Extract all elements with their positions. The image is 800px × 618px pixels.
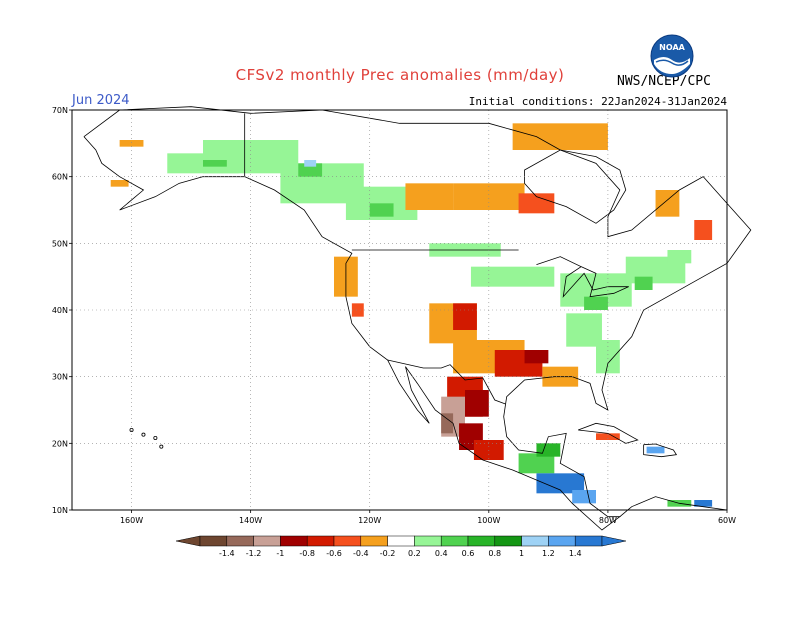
color-legend: -1.4 -1.2 -1 -0.8 -0.6 -0.4 -0.2 0.2 0.4 0.6 0.8 1 1…	[175, 535, 627, 558]
legend-swatch	[306, 535, 335, 547]
map-title: CFSv2 monthly Prec anomalies (mm/day)	[235, 66, 565, 84]
hawaii-island	[141, 432, 146, 437]
lon-tick-label: 60W	[718, 516, 736, 525]
lat-tick-label: 50N	[52, 239, 68, 248]
lat-tick-label: 70N	[52, 106, 68, 115]
noaa-logo-text: NOAA	[659, 43, 685, 52]
anomaly-cell	[694, 220, 713, 240]
anomaly-cell	[536, 443, 561, 457]
anomaly-shading	[110, 123, 713, 507]
legend-label: 0.2	[408, 549, 421, 558]
legend-label: -1.4	[219, 549, 235, 558]
legend-swatch	[226, 535, 254, 547]
legend-swatch	[574, 535, 603, 547]
legend-swatch	[494, 535, 522, 547]
anomaly-cell	[518, 193, 555, 214]
lat-lon-gridlines	[72, 110, 727, 510]
lat-tick-label: 40N	[52, 306, 68, 315]
anomaly-cell	[441, 413, 454, 434]
legend-arrow-left	[175, 535, 201, 547]
anomaly-cell	[369, 203, 394, 217]
lat-tick-label: 60N	[52, 173, 68, 182]
lon-tick-label: 160W	[120, 516, 143, 525]
legend-swatch	[521, 535, 549, 547]
anomaly-cell	[351, 303, 364, 317]
coastlines	[83, 106, 752, 531]
legend-label: -0.8	[299, 549, 315, 558]
anomaly-cell	[470, 266, 555, 287]
lon-tick-label: 100W	[477, 516, 500, 525]
legend-label: -1	[276, 549, 284, 558]
hawaii-island	[153, 435, 158, 440]
lat-tick-label: 20N	[52, 439, 68, 448]
agency-label: NWS/NCEP/CPC	[617, 74, 711, 89]
legend-arrow-right	[601, 535, 627, 547]
anomaly-cell	[453, 303, 477, 330]
legend-label: -0.2	[380, 549, 396, 558]
noaa-logo-icon: NOAA	[650, 34, 694, 78]
lon-tick-label: 140W	[239, 516, 262, 525]
north-america-coastline	[83, 106, 752, 531]
anomaly-cell	[667, 250, 692, 264]
latitude-labels: 70N 60N 50N 40N 30N 20N 10N	[52, 106, 72, 515]
hawaii-island	[159, 444, 164, 449]
legend-label: -1.2	[246, 549, 262, 558]
us-mexico-border	[387, 359, 506, 405]
legend-label: -0.4	[353, 549, 369, 558]
forecast-month: Jun 2024	[72, 93, 130, 108]
anomaly-cell	[304, 160, 317, 167]
great-lakes-coastline	[536, 256, 629, 298]
anomaly-cell	[584, 296, 608, 310]
legend-swatch	[253, 535, 281, 547]
anomaly-cell	[465, 390, 489, 417]
legend-swatch	[199, 535, 228, 547]
legend-label: 1	[519, 549, 524, 558]
legend-swatch	[333, 535, 362, 547]
anomaly-cell	[596, 433, 620, 440]
legend-swatch	[414, 535, 442, 547]
legend-label: 1.4	[569, 549, 582, 558]
anomaly-cell	[203, 160, 227, 167]
anomaly-cell	[646, 446, 665, 454]
legend-swatch	[467, 535, 496, 547]
legend-swatch	[280, 535, 308, 547]
legend-label: 0.6	[462, 549, 475, 558]
lat-tick-label: 10N	[52, 506, 68, 515]
lon-tick-label: 120W	[358, 516, 381, 525]
anomaly-cell	[536, 473, 585, 494]
anomaly-cell	[518, 453, 555, 474]
legend-label: 1.2	[542, 549, 555, 558]
hispaniola-coastline	[643, 443, 678, 458]
legend-swatch	[548, 535, 576, 547]
lon-tick-label: 80W	[599, 516, 617, 525]
map-frame	[71, 109, 728, 511]
anomaly-cell	[694, 500, 713, 507]
legend-label: -0.6	[326, 549, 342, 558]
legend-swatch	[387, 535, 415, 547]
anomaly-cell	[512, 123, 608, 150]
legend-label: 0.8	[488, 549, 501, 558]
anomaly-cell	[110, 180, 129, 187]
initial-conditions: Initial conditions: 22Jan2024-31Jan2024	[468, 95, 727, 108]
anomaly-cell	[453, 183, 525, 210]
anomaly-cell	[572, 490, 596, 504]
longitude-labels: 160W 140W 120W 100W 80W 60W	[120, 510, 736, 525]
lat-tick-label: 30N	[52, 373, 68, 382]
anomaly-cell	[634, 276, 653, 290]
map-border	[71, 109, 728, 511]
anomaly-cell	[405, 183, 454, 210]
legend-label: 0.4	[435, 549, 448, 558]
anomaly-cell	[655, 190, 680, 217]
south-america-coastline	[619, 496, 728, 517]
cuba-coastline	[577, 422, 639, 444]
legend-swatch	[440, 535, 469, 547]
anomaly-cell	[596, 340, 620, 374]
anomaly-cell	[524, 350, 549, 364]
hawaii-island	[129, 427, 134, 432]
hudson-bay-coastline	[524, 149, 627, 224]
legend-swatch	[360, 535, 388, 547]
anomaly-cell	[119, 140, 144, 147]
